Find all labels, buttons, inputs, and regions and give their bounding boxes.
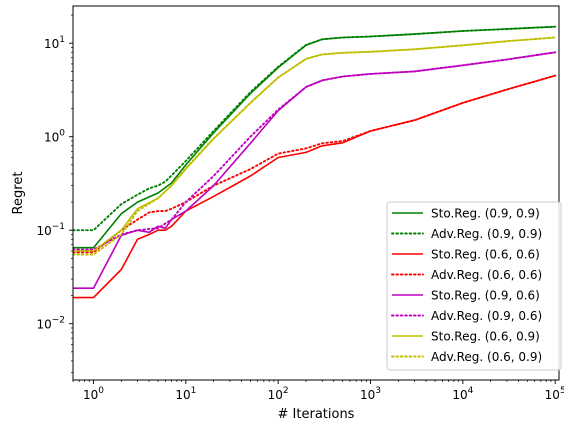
x-tick-label: 100: [83, 386, 104, 402]
plot-frame: [72, 5, 560, 381]
x-tick-label: 103: [360, 386, 381, 402]
series-line-4: [73, 74, 557, 254]
legend-box: [386, 201, 562, 371]
series-line-2: [73, 25, 557, 232]
legend-label-7: Sto.Reg. (0.6, 0.9): [431, 330, 540, 344]
x-axis-label: # Iterations: [278, 407, 355, 422]
x-tick-label: 102: [268, 386, 289, 402]
legend-label-8: Adv.Reg. (0.6, 0.9): [431, 350, 542, 364]
x-axis: 100 101 102 103 104 105: [72, 380, 564, 402]
legend-label-1: Sto.Reg. (0.9, 0.9): [431, 207, 540, 221]
x-tick-label: 101: [175, 386, 196, 402]
y-tick-label: 101: [44, 35, 65, 51]
legend-label-2: Adv.Reg. (0.9, 0.9): [431, 227, 542, 241]
legend: Sto.Reg. (0.9, 0.9) Adv.Reg. (0.9, 0.9) St…: [386, 201, 562, 371]
x-tick-label: 105: [545, 386, 564, 402]
legend-label-6: Adv.Reg. (0.9, 0.6): [431, 309, 542, 323]
series-layer: [73, 25, 557, 299]
x-tick-label: 104: [452, 386, 473, 402]
legend-label-3: Sto.Reg. (0.6, 0.6): [431, 248, 540, 262]
y-axis-label: Regret: [11, 172, 26, 215]
y-tick-label: 10−2: [36, 316, 65, 332]
series-line-8: [73, 36, 557, 256]
y-tick-label: 100: [44, 129, 65, 145]
legend-label-4: Adv.Reg. (0.6, 0.6): [431, 268, 542, 282]
legend-label-5: Sto.Reg. (0.9, 0.6): [431, 289, 540, 303]
series-line-6: [73, 51, 557, 251]
y-axis: 10−2 10−1 100 101: [36, 14, 73, 373]
y-tick-label: 10−1: [36, 222, 65, 238]
